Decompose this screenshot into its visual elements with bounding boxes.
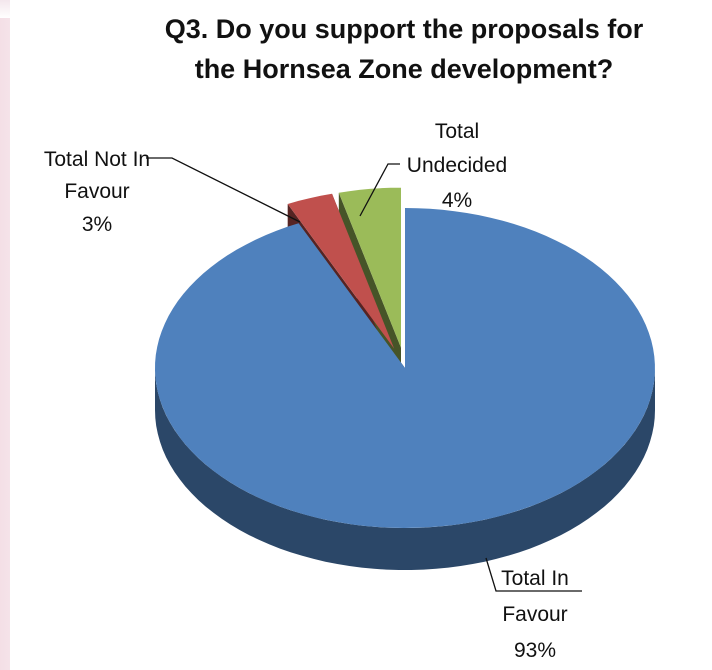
pie-tops <box>155 187 655 528</box>
label-group-favour: Total In Favour 93% <box>501 567 569 662</box>
chart-title-line-2: the Hornsea Zone development? <box>194 54 614 84</box>
label-not-in-favour-line-1: Total Not In <box>44 148 150 171</box>
label-undecided-line-1: Total <box>435 120 479 143</box>
chart-title-line-1: Q3. Do you support the proposals for <box>164 14 644 44</box>
label-not-in-favour-line-2: Favour <box>64 180 129 203</box>
label-undecided-value: 4% <box>442 189 472 212</box>
label-undecided-line-2: Undecided <box>407 154 507 177</box>
slice-top-favour <box>155 208 655 528</box>
slice-top-undecided <box>338 187 401 348</box>
label-favour-line-1: Total In <box>501 567 569 590</box>
label-group-undecided: Total Undecided 4% <box>407 120 507 212</box>
slice-wall-favour <box>155 368 655 570</box>
slice-top-not-in-favour <box>287 193 395 349</box>
leader-lines <box>146 157 582 592</box>
label-not-in-favour-value: 3% <box>82 213 112 236</box>
leader-line-favour <box>485 557 582 592</box>
label-favour-line-2: Favour <box>502 603 567 626</box>
leader-line-not-in-favour <box>146 157 301 223</box>
label-group-not-in-favour: Total Not In Favour 3% <box>44 148 150 236</box>
label-favour-value: 93% <box>514 639 556 662</box>
leader-line-undecided <box>359 163 400 217</box>
